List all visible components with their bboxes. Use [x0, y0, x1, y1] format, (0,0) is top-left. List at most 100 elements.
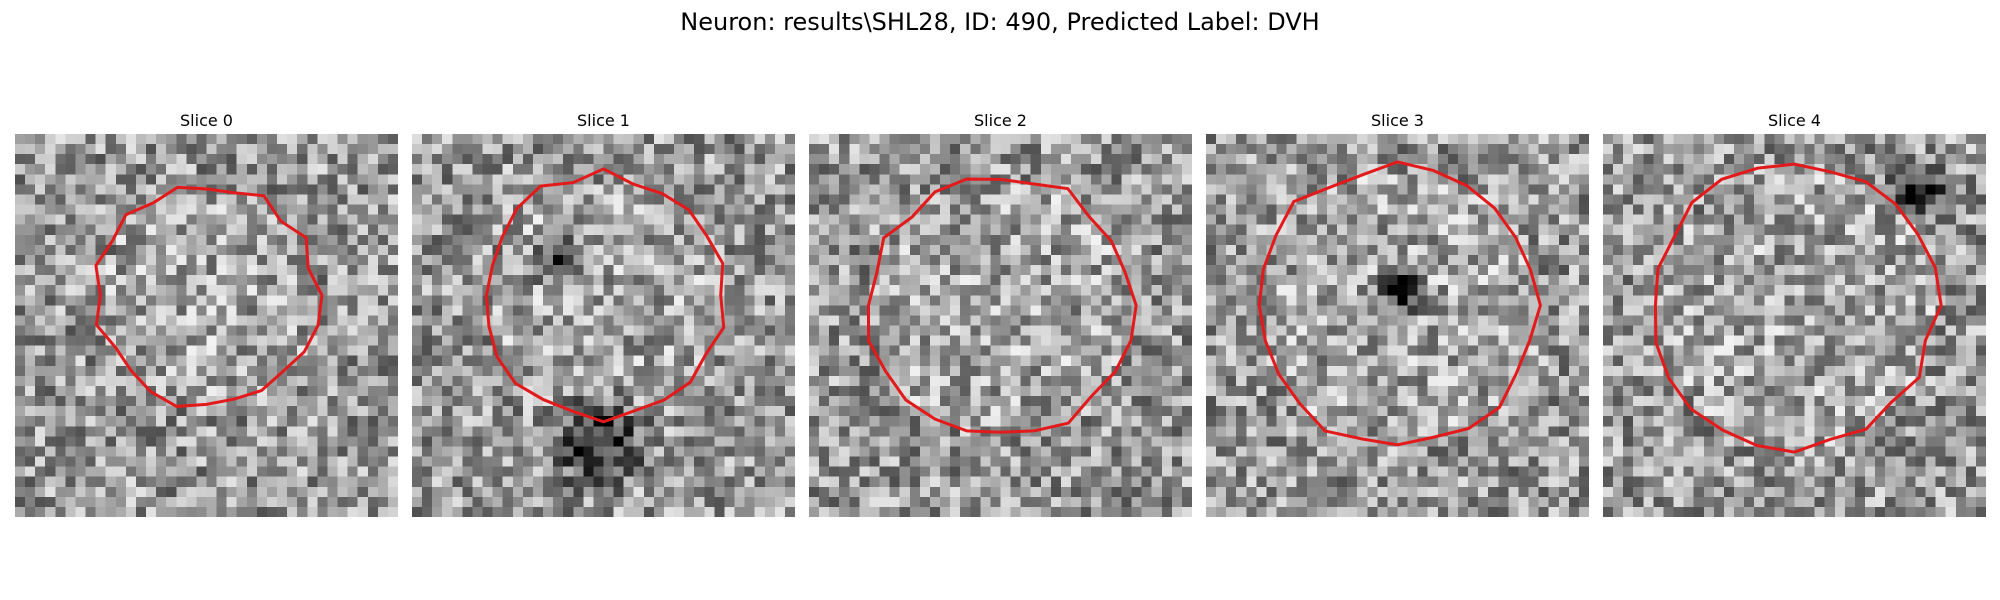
pixel — [216, 436, 227, 447]
pixel — [1111, 375, 1122, 387]
pixel — [889, 214, 900, 225]
pixel — [653, 315, 665, 326]
pixel — [156, 385, 167, 397]
pixel — [246, 486, 258, 498]
pixel — [1578, 174, 1589, 185]
pixel — [522, 174, 534, 185]
pixel — [1040, 396, 1052, 407]
pixel — [919, 446, 931, 457]
pixel — [694, 295, 705, 306]
pixel — [307, 496, 318, 508]
pixel — [226, 254, 237, 266]
pixel — [1206, 244, 1217, 256]
pixel — [899, 164, 910, 175]
pixel — [623, 154, 634, 165]
pixel — [784, 385, 795, 397]
pixel — [297, 134, 308, 145]
pixel — [613, 436, 624, 447]
pixel — [940, 194, 951, 205]
pixel — [990, 496, 1001, 508]
pixel — [784, 154, 795, 165]
pixel — [125, 204, 137, 215]
pixel — [1407, 144, 1418, 155]
pixel — [327, 194, 338, 205]
pixel — [563, 396, 574, 407]
pixel — [744, 164, 755, 175]
pixel — [1091, 456, 1102, 467]
pixel — [246, 385, 258, 397]
pixel — [694, 154, 705, 165]
pixel — [35, 265, 46, 276]
pixel — [909, 305, 921, 316]
pixel — [1216, 265, 1227, 276]
pixel — [563, 275, 574, 286]
pixel — [35, 335, 46, 346]
pixel — [1131, 275, 1142, 286]
pixel — [990, 254, 1001, 266]
pixel — [684, 506, 695, 517]
pixel — [256, 396, 268, 407]
pixel — [135, 476, 147, 487]
pixel — [317, 325, 328, 336]
pixel — [1010, 164, 1021, 175]
pixel — [1548, 234, 1559, 246]
pixel — [1558, 285, 1570, 296]
pixel — [387, 234, 398, 246]
pixel — [226, 265, 237, 276]
pixel — [744, 254, 755, 266]
pixel — [663, 305, 675, 316]
pixel — [593, 184, 604, 195]
pixel — [553, 204, 564, 215]
pixel — [613, 285, 624, 296]
pixel — [674, 224, 685, 235]
pixel — [35, 466, 46, 477]
pixel — [809, 184, 820, 195]
pixel — [412, 396, 423, 407]
pixel — [176, 486, 187, 498]
pixel — [960, 396, 971, 407]
pixel — [764, 244, 776, 256]
pixel — [246, 446, 258, 457]
pixel — [1387, 134, 1398, 145]
pixel — [849, 144, 860, 155]
pixel — [1181, 335, 1192, 346]
pixel — [744, 355, 755, 367]
pixel — [166, 385, 177, 397]
pixel — [176, 345, 187, 356]
pixel — [714, 396, 725, 407]
pixel — [784, 254, 795, 266]
pixel — [1347, 164, 1358, 175]
pixel — [1407, 154, 1418, 165]
pixel — [512, 285, 524, 296]
pixel — [317, 204, 328, 215]
pixel — [1151, 144, 1162, 155]
pixel — [623, 194, 634, 205]
pixel — [347, 335, 358, 346]
pixel — [317, 385, 328, 397]
pixel — [317, 214, 328, 225]
pixel — [1141, 265, 1152, 276]
pixel — [1377, 254, 1388, 266]
pixel — [297, 375, 308, 387]
pixel — [829, 486, 840, 498]
pixel — [1498, 244, 1509, 256]
pixel — [452, 325, 463, 336]
pixel — [387, 365, 398, 377]
pixel — [1101, 416, 1112, 427]
pixel — [1236, 164, 1247, 175]
pixel — [653, 254, 665, 266]
pixel — [714, 365, 725, 377]
pixel — [744, 385, 755, 397]
pixel — [246, 315, 258, 326]
pixel — [734, 244, 745, 256]
pixel — [734, 305, 745, 316]
pixel — [75, 315, 86, 326]
pixel — [1161, 416, 1173, 427]
pixel — [45, 244, 56, 256]
pixel — [663, 154, 675, 165]
pixel — [412, 214, 423, 225]
pixel — [849, 506, 860, 517]
pixel — [593, 436, 604, 447]
pixel — [1151, 375, 1162, 387]
pixel — [277, 144, 288, 155]
